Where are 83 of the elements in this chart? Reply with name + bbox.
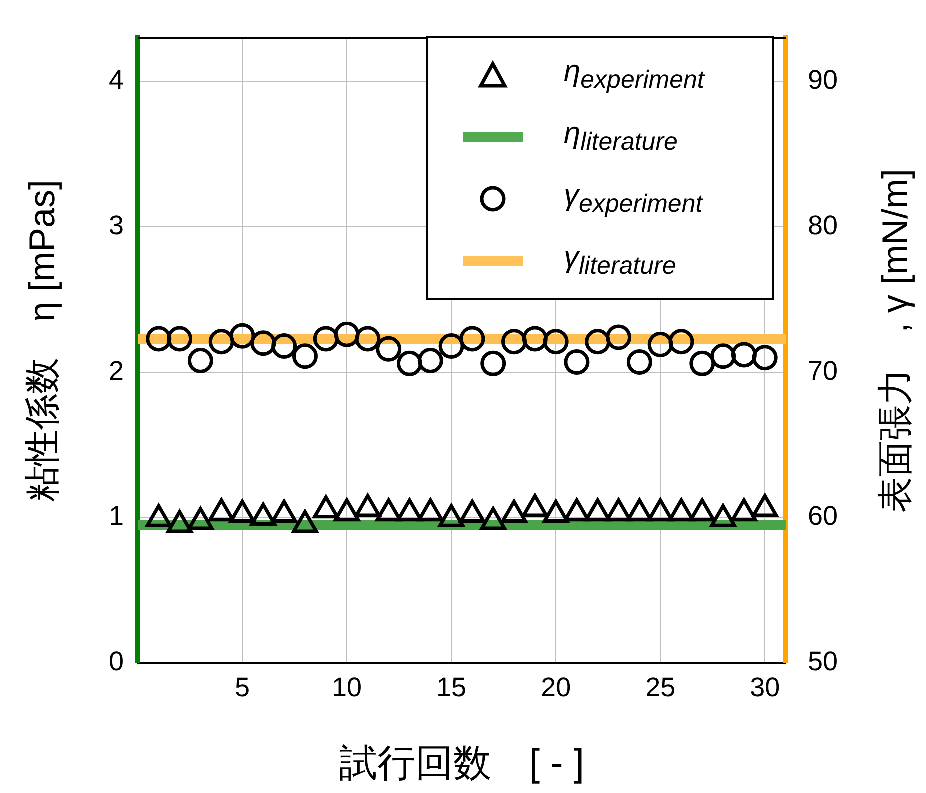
point [626, 498, 653, 522]
point [355, 326, 381, 352]
point [731, 342, 757, 368]
point [710, 504, 736, 528]
point [584, 498, 611, 522]
point [418, 348, 444, 374]
y2-tick-label: 50 [808, 646, 838, 676]
point [230, 323, 256, 349]
point [354, 494, 381, 518]
legend-label: γ$_{experiment}$ [564, 179, 703, 219]
point [208, 498, 235, 522]
y-tick-label: 4 [108, 65, 124, 96]
point [502, 329, 528, 355]
y2-tick-label: 60 [808, 501, 838, 532]
x-tick-label: 15 [436, 672, 467, 703]
point [543, 500, 570, 524]
point [564, 349, 590, 375]
point [438, 333, 464, 359]
point [271, 500, 298, 524]
y2-tick-label: 80 [808, 210, 838, 241]
point [250, 330, 276, 356]
point [522, 494, 548, 518]
y-axis-title: 粘性係数 η [mPas] [20, 179, 64, 502]
legend-label: γ$_{literature}$ [564, 241, 676, 281]
point [460, 326, 486, 352]
y2-axis-title: 表面張力 , γ [mN/m] [874, 168, 916, 512]
point [146, 326, 172, 352]
legend-label: η$_{experiment}$ [564, 55, 704, 95]
point [606, 324, 632, 350]
point [313, 496, 340, 519]
legend-label: η$_{literature}$ [564, 117, 678, 157]
point [334, 322, 360, 348]
point [731, 498, 758, 522]
point [292, 510, 318, 534]
point [648, 498, 674, 522]
point [648, 332, 674, 358]
point [501, 500, 528, 524]
point [396, 498, 423, 522]
y-tick-label: 1 [108, 501, 124, 532]
x-tick-label: 25 [646, 672, 676, 703]
point [313, 326, 339, 352]
point [710, 344, 736, 370]
x-tick-label: 20 [541, 672, 572, 703]
point [689, 498, 716, 522]
point [606, 498, 632, 522]
x-tick-label: 30 [750, 672, 780, 703]
y-tick-label: 3 [108, 210, 124, 241]
point [480, 507, 506, 530]
point [272, 333, 298, 359]
point [376, 336, 402, 362]
point [668, 498, 694, 522]
y2-tick-label: 90 [808, 65, 838, 96]
point [376, 498, 402, 522]
point [690, 350, 716, 376]
y2-tick-label: 70 [808, 356, 838, 386]
point [564, 498, 590, 522]
point [250, 502, 276, 526]
point [166, 510, 193, 534]
y-tick-label: 0 [108, 646, 124, 676]
point [292, 344, 318, 370]
point [668, 329, 694, 355]
point [752, 345, 778, 371]
point [208, 329, 234, 355]
point [459, 500, 486, 524]
point [585, 329, 611, 355]
point [626, 349, 652, 375]
x-tick-label: 5 [235, 672, 250, 703]
point [188, 348, 214, 374]
point [146, 504, 172, 528]
point [167, 326, 193, 352]
point [522, 326, 548, 352]
point [396, 350, 422, 376]
x-tick-label: 10 [332, 672, 362, 703]
point [418, 498, 444, 522]
point [230, 500, 256, 524]
point [334, 498, 360, 522]
y-tick-label: 2 [108, 356, 124, 386]
point [438, 504, 465, 528]
point [188, 507, 214, 530]
point [752, 494, 778, 518]
point [543, 329, 569, 355]
point [480, 350, 506, 376]
x-axis-title: 試行回数 [ - ] [340, 742, 584, 787]
